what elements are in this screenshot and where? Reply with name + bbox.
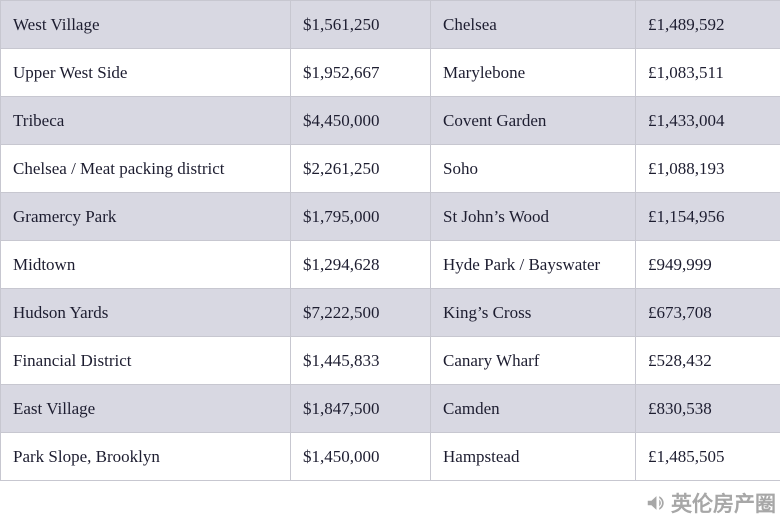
table-row: West Village $1,561,250 Chelsea £1,489,592	[0, 0, 780, 49]
nyc-price-cell: $2,261,250	[290, 144, 431, 193]
price-comparison-table: West Village $1,561,250 Chelsea £1,489,592 U…	[0, 0, 780, 481]
nyc-price-cell: $1,561,250	[290, 0, 431, 49]
london-price-cell: £673,708	[635, 288, 780, 337]
nyc-price-cell: $1,847,500	[290, 384, 431, 433]
table-row: Financial District $1,445,833 Canary Wharf…	[0, 336, 780, 385]
london-area-cell: Marylebone	[430, 48, 636, 97]
london-price-cell: £1,489,592	[635, 0, 780, 49]
watermark-text: 英伦房产圈	[671, 492, 776, 516]
nyc-area-cell: Financial District	[0, 336, 291, 385]
nyc-price-cell: $1,445,833	[290, 336, 431, 385]
nyc-price-cell: $1,952,667	[290, 48, 431, 97]
table-row: Chelsea / Meat packing district $2,261,25…	[0, 144, 780, 193]
nyc-price-cell: $4,450,000	[290, 96, 431, 145]
london-price-cell: £830,538	[635, 384, 780, 433]
nyc-price-cell: $1,294,628	[290, 240, 431, 289]
table-row: Park Slope, Brooklyn $1,450,000 Hampstead £…	[0, 432, 780, 481]
london-area-cell: Soho	[430, 144, 636, 193]
nyc-area-cell: Chelsea / Meat packing district	[0, 144, 291, 193]
london-area-cell: King’s Cross	[430, 288, 636, 337]
nyc-area-cell: Gramercy Park	[0, 192, 291, 241]
london-price-cell: £1,088,193	[635, 144, 780, 193]
london-price-cell: £528,432	[635, 336, 780, 385]
nyc-area-cell: East Village	[0, 384, 291, 433]
megaphone-icon	[645, 492, 667, 514]
london-area-cell: St John’s Wood	[430, 192, 636, 241]
table-row: Hudson Yards $7,222,500 King’s Cross £673,7…	[0, 288, 780, 337]
table-row: Midtown $1,294,628 Hyde Park / Bayswater £9…	[0, 240, 780, 289]
london-price-cell: £949,999	[635, 240, 780, 289]
nyc-area-cell: Hudson Yards	[0, 288, 291, 337]
table-body: West Village $1,561,250 Chelsea £1,489,592 U…	[0, 0, 780, 481]
nyc-area-cell: West Village	[0, 0, 291, 49]
london-area-cell: Hampstead	[430, 432, 636, 481]
nyc-price-cell: $1,795,000	[290, 192, 431, 241]
nyc-area-cell: Tribeca	[0, 96, 291, 145]
london-price-cell: £1,154,956	[635, 192, 780, 241]
nyc-area-cell: Upper West Side	[0, 48, 291, 97]
table-row: Gramercy Park $1,795,000 St John’s Wood £1,…	[0, 192, 780, 241]
london-area-cell: Canary Wharf	[430, 336, 636, 385]
table-row: Upper West Side $1,952,667 Marylebone £1,08…	[0, 48, 780, 97]
london-area-cell: Chelsea	[430, 0, 636, 49]
watermark: 英伦房产圈	[645, 488, 776, 518]
nyc-price-cell: $1,450,000	[290, 432, 431, 481]
london-price-cell: £1,083,511	[635, 48, 780, 97]
nyc-area-cell: Midtown	[0, 240, 291, 289]
london-area-cell: Covent Garden	[430, 96, 636, 145]
nyc-area-cell: Park Slope, Brooklyn	[0, 432, 291, 481]
table-row: East Village $1,847,500 Camden £830,538	[0, 384, 780, 433]
nyc-price-cell: $7,222,500	[290, 288, 431, 337]
london-area-cell: Hyde Park / Bayswater	[430, 240, 636, 289]
london-price-cell: £1,485,505	[635, 432, 780, 481]
london-price-cell: £1,433,004	[635, 96, 780, 145]
table-row: Tribeca $4,450,000 Covent Garden £1,433,004	[0, 96, 780, 145]
london-area-cell: Camden	[430, 384, 636, 433]
